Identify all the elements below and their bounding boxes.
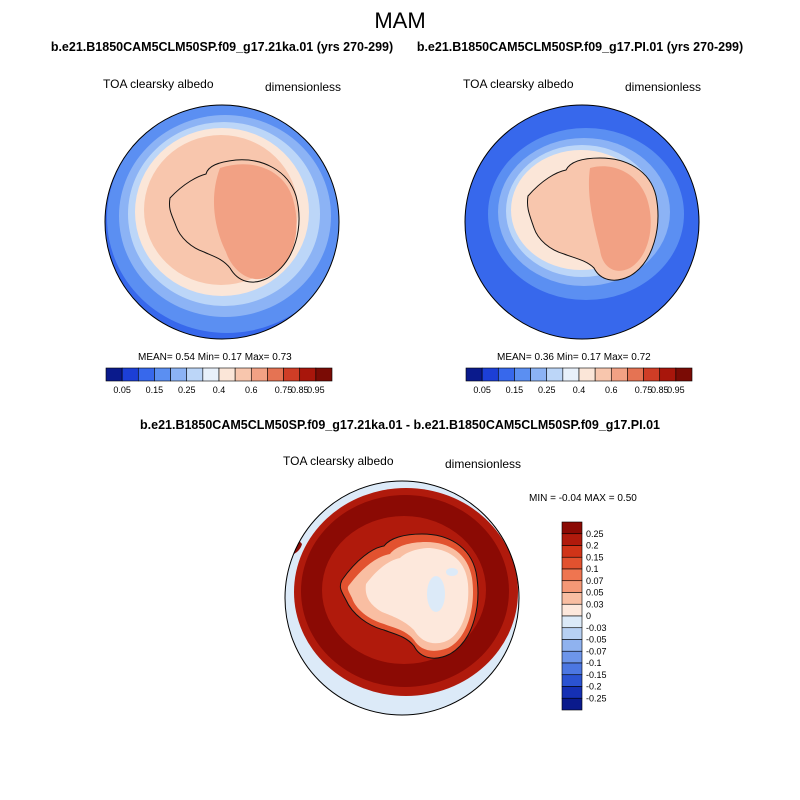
panel-2-colorbar-swatch bbox=[465, 367, 483, 382]
panel-1-colorbar-swatch bbox=[234, 367, 252, 382]
panel-3-colorbar-swatch bbox=[561, 639, 583, 652]
page-title: MAM bbox=[374, 8, 426, 33]
panel-1-colorbar-swatch bbox=[315, 367, 333, 382]
panel-3-colorbar-swatch bbox=[561, 615, 583, 629]
panel-3-colorbar-swatch bbox=[561, 556, 583, 570]
panel-2-variable-label: TOA clearsky albedo bbox=[463, 77, 574, 91]
panel-1-units-label: dimensionless bbox=[265, 80, 342, 94]
panel-1-colorbar-tick-label: 0.4 bbox=[213, 385, 226, 395]
panel-3-colorbar-swatch bbox=[561, 627, 583, 640]
panel-3-colorbar-tick-label: 0.2 bbox=[586, 541, 599, 551]
panel-3-colorbar-tick-label: 0.25 bbox=[586, 529, 604, 539]
panel-2-colorbar-swatch bbox=[546, 367, 564, 382]
panel-2-colorbar-swatch bbox=[610, 367, 628, 382]
panel-3-colorbar-tick-label: -0.1 bbox=[586, 658, 602, 668]
panel-1-colorbar-tick-label: 0.6 bbox=[245, 385, 258, 395]
panel-2-colorbar-tick-label: 0.95 bbox=[667, 385, 685, 395]
panel-3-colorbar-swatch bbox=[561, 662, 583, 676]
panel-2-colorbar-swatch bbox=[578, 367, 596, 382]
panel-1-colorbar-tick-label: 0.05 bbox=[113, 385, 131, 395]
panel-2-title: b.e21.B1850CAM5CLM50SP.f09_g17.PI.01 (yr… bbox=[416, 40, 744, 54]
panel-3-colorbar-swatch bbox=[561, 592, 583, 605]
panel-2-colorbar-swatch bbox=[481, 367, 499, 382]
panel-2-colorbar-tick-label: 0.15 bbox=[506, 385, 524, 395]
panel-3-colorbar-swatch bbox=[561, 521, 583, 535]
panel-1-colorbar-swatch bbox=[250, 367, 268, 382]
panel-2-map bbox=[464, 104, 700, 340]
panel-3-colorbar-swatch bbox=[561, 674, 583, 687]
panel-2-colorbar-swatch bbox=[562, 367, 580, 382]
panel-3-colorbar-tick-label: 0 bbox=[586, 611, 591, 621]
panel-2-colorbar-swatch bbox=[643, 367, 661, 382]
panel-3-colorbar-tick-label: -0.2 bbox=[586, 682, 602, 692]
panel-3-colorbar-swatch bbox=[561, 686, 583, 699]
panel-2-colorbar-swatch bbox=[659, 367, 677, 382]
panel-3-colorbar-tick-label: -0.07 bbox=[586, 646, 607, 656]
panel-2-colorbar-tick-label: 0.6 bbox=[605, 385, 618, 395]
panel-2-colorbar-swatch bbox=[675, 367, 693, 382]
panel-1-colorbar-tick-label: 0.75 bbox=[275, 385, 293, 395]
panel-3-colorbar-tick-label: -0.15 bbox=[586, 670, 607, 680]
panel-3-colorbar-tick-label: -0.03 bbox=[586, 623, 607, 633]
panel-1-map bbox=[104, 104, 340, 340]
panel-2-colorbar-tick-label: 0.25 bbox=[538, 385, 556, 395]
panel-1-colorbar-swatch bbox=[121, 367, 139, 382]
panel-1-colorbar-tick-label: 0.95 bbox=[307, 385, 325, 395]
panel-2-stats: MEAN= 0.36 Min= 0.17 Max= 0.72 bbox=[497, 352, 651, 363]
panel-3-stats: MIN = -0.04 MAX = 0.50 bbox=[529, 493, 637, 504]
panel-1-colorbar-swatch bbox=[202, 367, 220, 382]
panel-1-variable-label: TOA clearsky albedo bbox=[103, 77, 214, 91]
panel-3-colorbar: 0.250.20.150.10.070.050.030-0.03-0.05-0.… bbox=[561, 521, 607, 711]
panel-1-colorbar-swatch bbox=[186, 367, 204, 382]
panel-2-colorbar-tick-label: 0.4 bbox=[573, 385, 586, 395]
panel-3-colorbar-swatch bbox=[561, 650, 583, 664]
panel-2-units-label: dimensionless bbox=[625, 80, 702, 94]
panel-3-colorbar-tick-label: 0.15 bbox=[586, 552, 604, 562]
panel-2-colorbar-swatch bbox=[627, 367, 644, 382]
panel-1-colorbar-tick-label: 0.15 bbox=[146, 385, 164, 395]
panel-3-title: b.e21.B1850CAM5CLM50SP.f09_g17.21ka.01 -… bbox=[140, 418, 660, 432]
panel-3-colorbar-tick-label: 0.05 bbox=[586, 588, 604, 598]
panel-3-colorbar-tick-label: -0.05 bbox=[586, 635, 607, 645]
panel-1-colorbar-swatch bbox=[299, 367, 317, 382]
panel-2-colorbar-tick-label: 0.75 bbox=[635, 385, 653, 395]
panel-1-colorbar-swatch bbox=[154, 367, 171, 382]
panel-3-variable-label: TOA clearsky albedo bbox=[283, 454, 394, 468]
panel-2-colorbar-tick-label: 0.05 bbox=[473, 385, 491, 395]
panel-1-colorbar-tick-label: 0.85 bbox=[291, 385, 309, 395]
panel-3-colorbar-swatch bbox=[561, 580, 583, 593]
panel-1-colorbar-swatch bbox=[105, 367, 123, 382]
panel-1-colorbar-swatch bbox=[170, 367, 188, 382]
panel-1-colorbar-swatch bbox=[267, 367, 284, 382]
panel-3-colorbar-tick-label: 0.07 bbox=[586, 576, 604, 586]
panel-3-colorbar-swatch bbox=[561, 603, 583, 617]
panel-2-colorbar-swatch bbox=[497, 367, 515, 382]
panel-3-units-label: dimensionless bbox=[445, 457, 522, 471]
panel-3-colorbar-swatch bbox=[561, 545, 583, 558]
panel-3-colorbar-swatch bbox=[561, 533, 583, 546]
panel-3-colorbar-tick-label: 0.03 bbox=[586, 599, 604, 609]
panel-1-stats: MEAN= 0.54 Min= 0.17 Max= 0.73 bbox=[138, 352, 292, 363]
panel-1-colorbar-tick-label: 0.25 bbox=[178, 385, 196, 395]
panel-1-title: b.e21.B1850CAM5CLM50SP.f09_g17.21ka.01 (… bbox=[50, 40, 394, 54]
panel-2-colorbar-swatch bbox=[530, 367, 548, 382]
panel-2-colorbar-swatch bbox=[514, 367, 531, 382]
panel-3-map bbox=[284, 480, 520, 716]
panel-3-colorbar-swatch bbox=[561, 697, 583, 711]
panel-2-colorbar: 0.05 0.15 0.25 0.4 0.6 0.750.850.95 bbox=[465, 367, 693, 395]
panel-2-colorbar-tick-label: 0.85 bbox=[651, 385, 669, 395]
panel-2-colorbar-swatch bbox=[594, 367, 612, 382]
panel-3-colorbar-swatch bbox=[561, 568, 583, 582]
panel-1-colorbar-swatch bbox=[283, 367, 301, 382]
panel-3-colorbar-tick-label: 0.1 bbox=[586, 564, 599, 574]
panel-1-colorbar-swatch bbox=[218, 367, 236, 382]
panel-1-colorbar-swatch bbox=[137, 367, 155, 382]
panel-1-colorbar: 0.05 0.15 0.25 0.4 0.6 0.750.850.95 bbox=[105, 367, 333, 395]
panel-3-colorbar-tick-label: -0.25 bbox=[586, 693, 607, 703]
